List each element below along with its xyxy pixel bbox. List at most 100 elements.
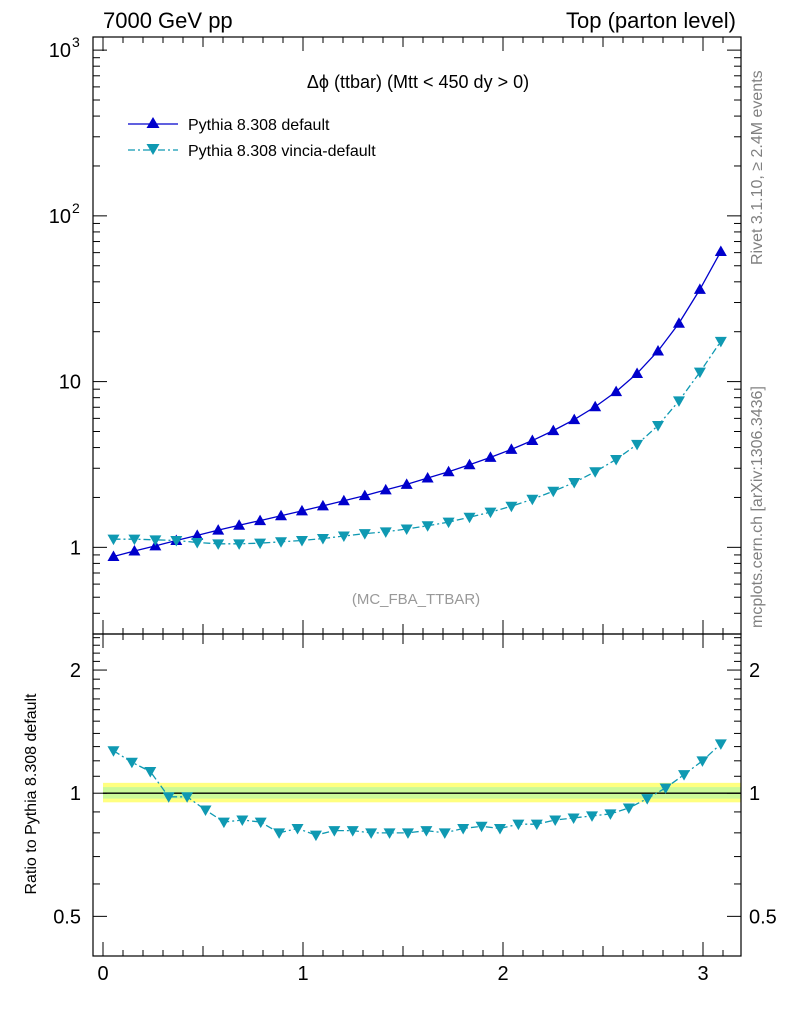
data-point xyxy=(547,424,560,436)
data-point xyxy=(295,535,308,547)
ratio-data-point xyxy=(549,815,562,827)
ratio-data-point xyxy=(586,811,599,822)
ratio-data-point xyxy=(457,823,470,835)
ratio-data-point xyxy=(678,770,691,781)
watermark-label: (MC_FBA_TTBAR) xyxy=(352,591,480,608)
data-point xyxy=(316,499,329,511)
data-point xyxy=(631,367,644,378)
ratio-data-point xyxy=(714,739,727,750)
data-point xyxy=(484,507,497,519)
data-point xyxy=(358,489,371,501)
legend: Pythia 8.308 default Pythia 8.308 vincia… xyxy=(128,117,376,160)
process-label: Top (parton level) xyxy=(566,8,736,33)
main-series xyxy=(107,245,727,562)
mcplots-label: mcplots.cern.ch [arXiv:1306.3436] xyxy=(749,386,766,628)
data-point xyxy=(400,478,413,489)
data-point xyxy=(442,465,455,477)
legend-label-vincia: Pythia 8.308 vincia-default xyxy=(188,143,376,160)
rivet-label: Rivet 3.1.10, ≥ 2.4M events xyxy=(749,70,766,265)
data-point xyxy=(254,538,267,550)
ratio-data-point xyxy=(346,826,359,837)
data-point xyxy=(610,454,623,466)
x-tick-label: 2 xyxy=(497,963,508,985)
data-point xyxy=(526,434,539,446)
data-point xyxy=(421,472,434,483)
ratio-data-point xyxy=(273,828,286,839)
data-point xyxy=(128,545,141,556)
data-point xyxy=(107,550,120,562)
ratio-data-point xyxy=(236,815,249,827)
y-tick-label: 10 xyxy=(49,40,71,62)
ratio-data-point xyxy=(144,766,157,778)
data-point xyxy=(275,537,288,548)
data-point xyxy=(568,413,581,425)
ratio-data-point xyxy=(401,828,414,839)
data-point xyxy=(589,400,602,412)
data-point xyxy=(254,514,267,526)
data-point xyxy=(421,521,434,532)
data-point xyxy=(672,396,685,407)
data-point xyxy=(463,512,476,524)
y-tick-exponent: 3 xyxy=(72,34,80,50)
data-point xyxy=(233,539,246,550)
ratio-data-point xyxy=(420,826,433,837)
ratio-frame xyxy=(92,633,742,957)
ratio-data-point xyxy=(181,792,194,803)
ratio-y-tick-label: 0.5 xyxy=(53,906,81,928)
ratio-data-point xyxy=(291,823,304,835)
data-point xyxy=(652,421,665,432)
ratio-data-point xyxy=(254,817,267,829)
data-point xyxy=(379,483,392,495)
x-tick-label: 1 xyxy=(297,963,308,985)
x-tick-label: 3 xyxy=(697,963,708,985)
ratio-data-point xyxy=(659,783,672,794)
data-point xyxy=(484,451,497,462)
data-point xyxy=(379,527,392,538)
data-point xyxy=(672,317,685,328)
ratio-data-point xyxy=(199,805,212,816)
ratio-series xyxy=(107,739,727,842)
legend-marker-vincia xyxy=(146,144,160,155)
ratio-data-point xyxy=(125,757,138,769)
data-point xyxy=(463,458,476,470)
data-point xyxy=(714,336,727,348)
data-point xyxy=(149,535,162,546)
ratio-data-point xyxy=(567,813,580,824)
ratio-y-tick-label-right: 1 xyxy=(749,783,760,805)
legend-label-default: Pythia 8.308 default xyxy=(188,117,330,134)
data-point xyxy=(358,529,371,540)
data-point xyxy=(191,529,204,540)
data-point xyxy=(693,283,706,294)
energy-label: 7000 GeV pp xyxy=(103,8,233,33)
y-tick-label: 1 xyxy=(70,537,81,559)
series-line-0 xyxy=(113,251,722,558)
data-point xyxy=(631,439,644,451)
series-line-1 xyxy=(113,340,722,545)
data-point xyxy=(714,245,727,256)
ratio-panel: 0.5 0.5 1 1 2 2 0 1 2 3 Ratio to Pythia 8.308 def… xyxy=(23,633,777,985)
ratio-data-point xyxy=(696,756,709,767)
ratio-series-line-0 xyxy=(113,743,722,836)
data-point xyxy=(526,494,539,506)
ratio-data-point xyxy=(217,817,230,829)
data-point xyxy=(295,504,308,516)
data-point xyxy=(505,501,518,513)
data-point xyxy=(233,519,246,530)
data-point xyxy=(337,531,350,543)
chart-title: Δϕ (ttbar) (Mtt < 450 dy > 0) xyxy=(307,72,529,92)
data-point xyxy=(652,344,665,356)
ratio-data-point xyxy=(438,828,451,839)
data-point xyxy=(107,534,120,546)
data-point xyxy=(442,517,455,529)
ratio-data-point xyxy=(328,826,341,837)
ratio-y-tick-label-right: 2 xyxy=(749,660,760,682)
ratio-data-point xyxy=(162,792,175,803)
data-point xyxy=(610,385,623,397)
ratio-data-point xyxy=(365,828,378,839)
ratio-ticks: 0.5 0.5 1 1 2 2 0 1 2 3 xyxy=(53,634,777,985)
ratio-data-point xyxy=(604,809,617,820)
legend-marker-default xyxy=(146,117,160,128)
ratio-y-tick-label: 2 xyxy=(70,660,81,682)
data-point xyxy=(212,539,225,550)
